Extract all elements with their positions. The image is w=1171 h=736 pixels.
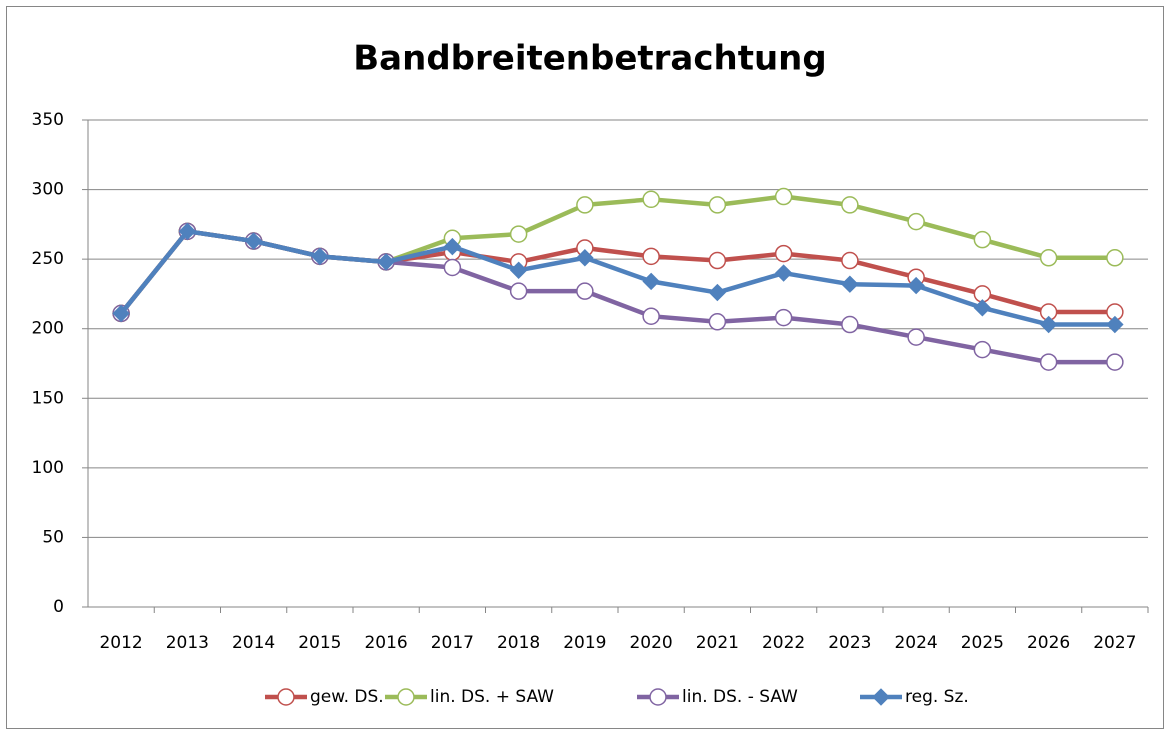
data-point — [841, 275, 859, 293]
y-tick-label: 50 — [42, 527, 64, 547]
y-tick-label: 250 — [32, 249, 64, 269]
y-tick-label: 300 — [32, 180, 64, 200]
data-point — [576, 196, 594, 214]
x-tick-label: 2016 — [364, 633, 407, 653]
y-tick-label: 100 — [32, 458, 64, 478]
legend-marker — [397, 688, 415, 706]
data-point — [642, 190, 660, 209]
data-point — [907, 328, 925, 346]
x-tick-label: 2014 — [232, 633, 275, 653]
data-point — [509, 261, 528, 279]
x-tick-label: 2019 — [563, 633, 606, 653]
data-point — [774, 264, 793, 282]
x-tick-label: 2020 — [629, 633, 672, 653]
legend-marker — [872, 688, 890, 706]
data-point — [642, 272, 660, 291]
data-point — [377, 253, 395, 271]
data-point — [178, 222, 197, 241]
legend-marker — [649, 688, 667, 706]
data-point — [642, 247, 660, 266]
data-point — [576, 249, 594, 267]
chart-title: Bandbreitenbetrachtung — [353, 39, 826, 79]
data-point — [1106, 249, 1124, 267]
legend-label: lin. DS. + SAW — [430, 687, 554, 707]
data-point — [907, 212, 925, 231]
x-tick-label: 2022 — [762, 633, 805, 653]
x-tick-label: 2012 — [99, 633, 142, 653]
data-point — [576, 282, 594, 300]
data-point — [509, 225, 528, 243]
data-point — [1106, 315, 1124, 334]
data-point — [973, 340, 992, 359]
data-point — [1106, 353, 1124, 371]
y-tick-label: 150 — [32, 388, 64, 408]
data-point — [443, 237, 462, 256]
x-tick-label: 2017 — [431, 633, 474, 653]
data-point — [841, 196, 859, 214]
data-point — [907, 276, 925, 295]
data-point — [841, 251, 859, 270]
data-point — [311, 247, 329, 266]
x-tick-label: 2027 — [1093, 633, 1136, 653]
y-tick-label: 350 — [32, 110, 64, 130]
data-point — [708, 196, 727, 214]
series-line — [119, 229, 1115, 327]
x-tick-label: 2015 — [298, 633, 341, 653]
x-tick-label: 2013 — [166, 633, 209, 653]
legend-label: lin. DS. - SAW — [682, 687, 798, 707]
data-point — [1039, 315, 1058, 334]
data-point — [1039, 353, 1058, 371]
x-tick-label: 2025 — [961, 633, 1004, 653]
x-tick-label: 2021 — [696, 633, 739, 653]
x-tick-label: 2023 — [828, 633, 871, 653]
data-point — [443, 258, 462, 277]
data-point — [112, 304, 130, 323]
chart-border — [6, 6, 1164, 729]
data-point — [774, 244, 793, 263]
y-tick-label: 200 — [32, 319, 64, 339]
x-tick-label: 2024 — [894, 633, 937, 653]
data-point — [973, 299, 992, 317]
y-tick-label: 0 — [53, 597, 64, 617]
x-tick-label: 2018 — [497, 633, 540, 653]
x-tick-label: 2026 — [1027, 633, 1070, 653]
data-point — [973, 230, 992, 249]
data-point — [1039, 249, 1058, 267]
data-point — [642, 307, 660, 325]
data-point — [708, 251, 727, 270]
data-point — [708, 313, 727, 331]
data-point — [708, 283, 727, 302]
legend-label: gew. DS. — [310, 687, 384, 707]
data-point — [841, 315, 859, 334]
data-point — [774, 187, 793, 206]
legend-marker — [277, 688, 295, 706]
data-point — [509, 282, 528, 300]
data-point — [244, 232, 263, 250]
legend-label: reg. Sz. — [905, 687, 969, 707]
data-point — [774, 308, 793, 327]
